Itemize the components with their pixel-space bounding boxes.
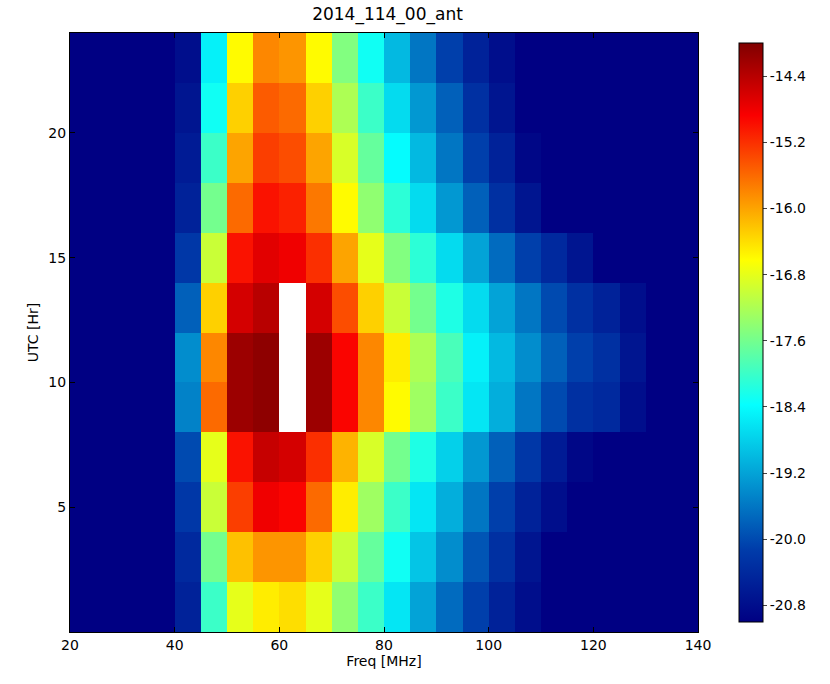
- svg-text:-19.2: -19.2: [770, 465, 806, 481]
- svg-text:120: 120: [580, 637, 607, 653]
- svg-text:2014_114_00_ant: 2014_114_00_ant: [312, 4, 463, 25]
- svg-text:Freq [MHz]: Freq [MHz]: [346, 653, 421, 669]
- svg-text:15: 15: [48, 250, 66, 266]
- svg-text:5: 5: [57, 499, 66, 515]
- svg-text:40: 40: [166, 637, 184, 653]
- svg-text:-15.2: -15.2: [770, 134, 806, 150]
- svg-text:-18.4: -18.4: [770, 399, 806, 415]
- svg-text:-16.0: -16.0: [770, 200, 806, 216]
- svg-text:-20.8: -20.8: [770, 597, 806, 613]
- svg-text:10: 10: [48, 374, 66, 390]
- svg-text:-14.4: -14.4: [770, 68, 806, 84]
- svg-text:-20.0: -20.0: [770, 531, 806, 547]
- svg-text:100: 100: [475, 637, 502, 653]
- svg-text:20: 20: [48, 125, 66, 141]
- svg-text:UTC [Hr]: UTC [Hr]: [25, 303, 41, 362]
- svg-text:-17.6: -17.6: [770, 333, 806, 349]
- svg-text:20: 20: [61, 637, 79, 653]
- svg-text:-16.8: -16.8: [770, 267, 806, 283]
- svg-text:80: 80: [375, 637, 393, 653]
- svg-text:140: 140: [685, 637, 712, 653]
- svg-text:60: 60: [270, 637, 288, 653]
